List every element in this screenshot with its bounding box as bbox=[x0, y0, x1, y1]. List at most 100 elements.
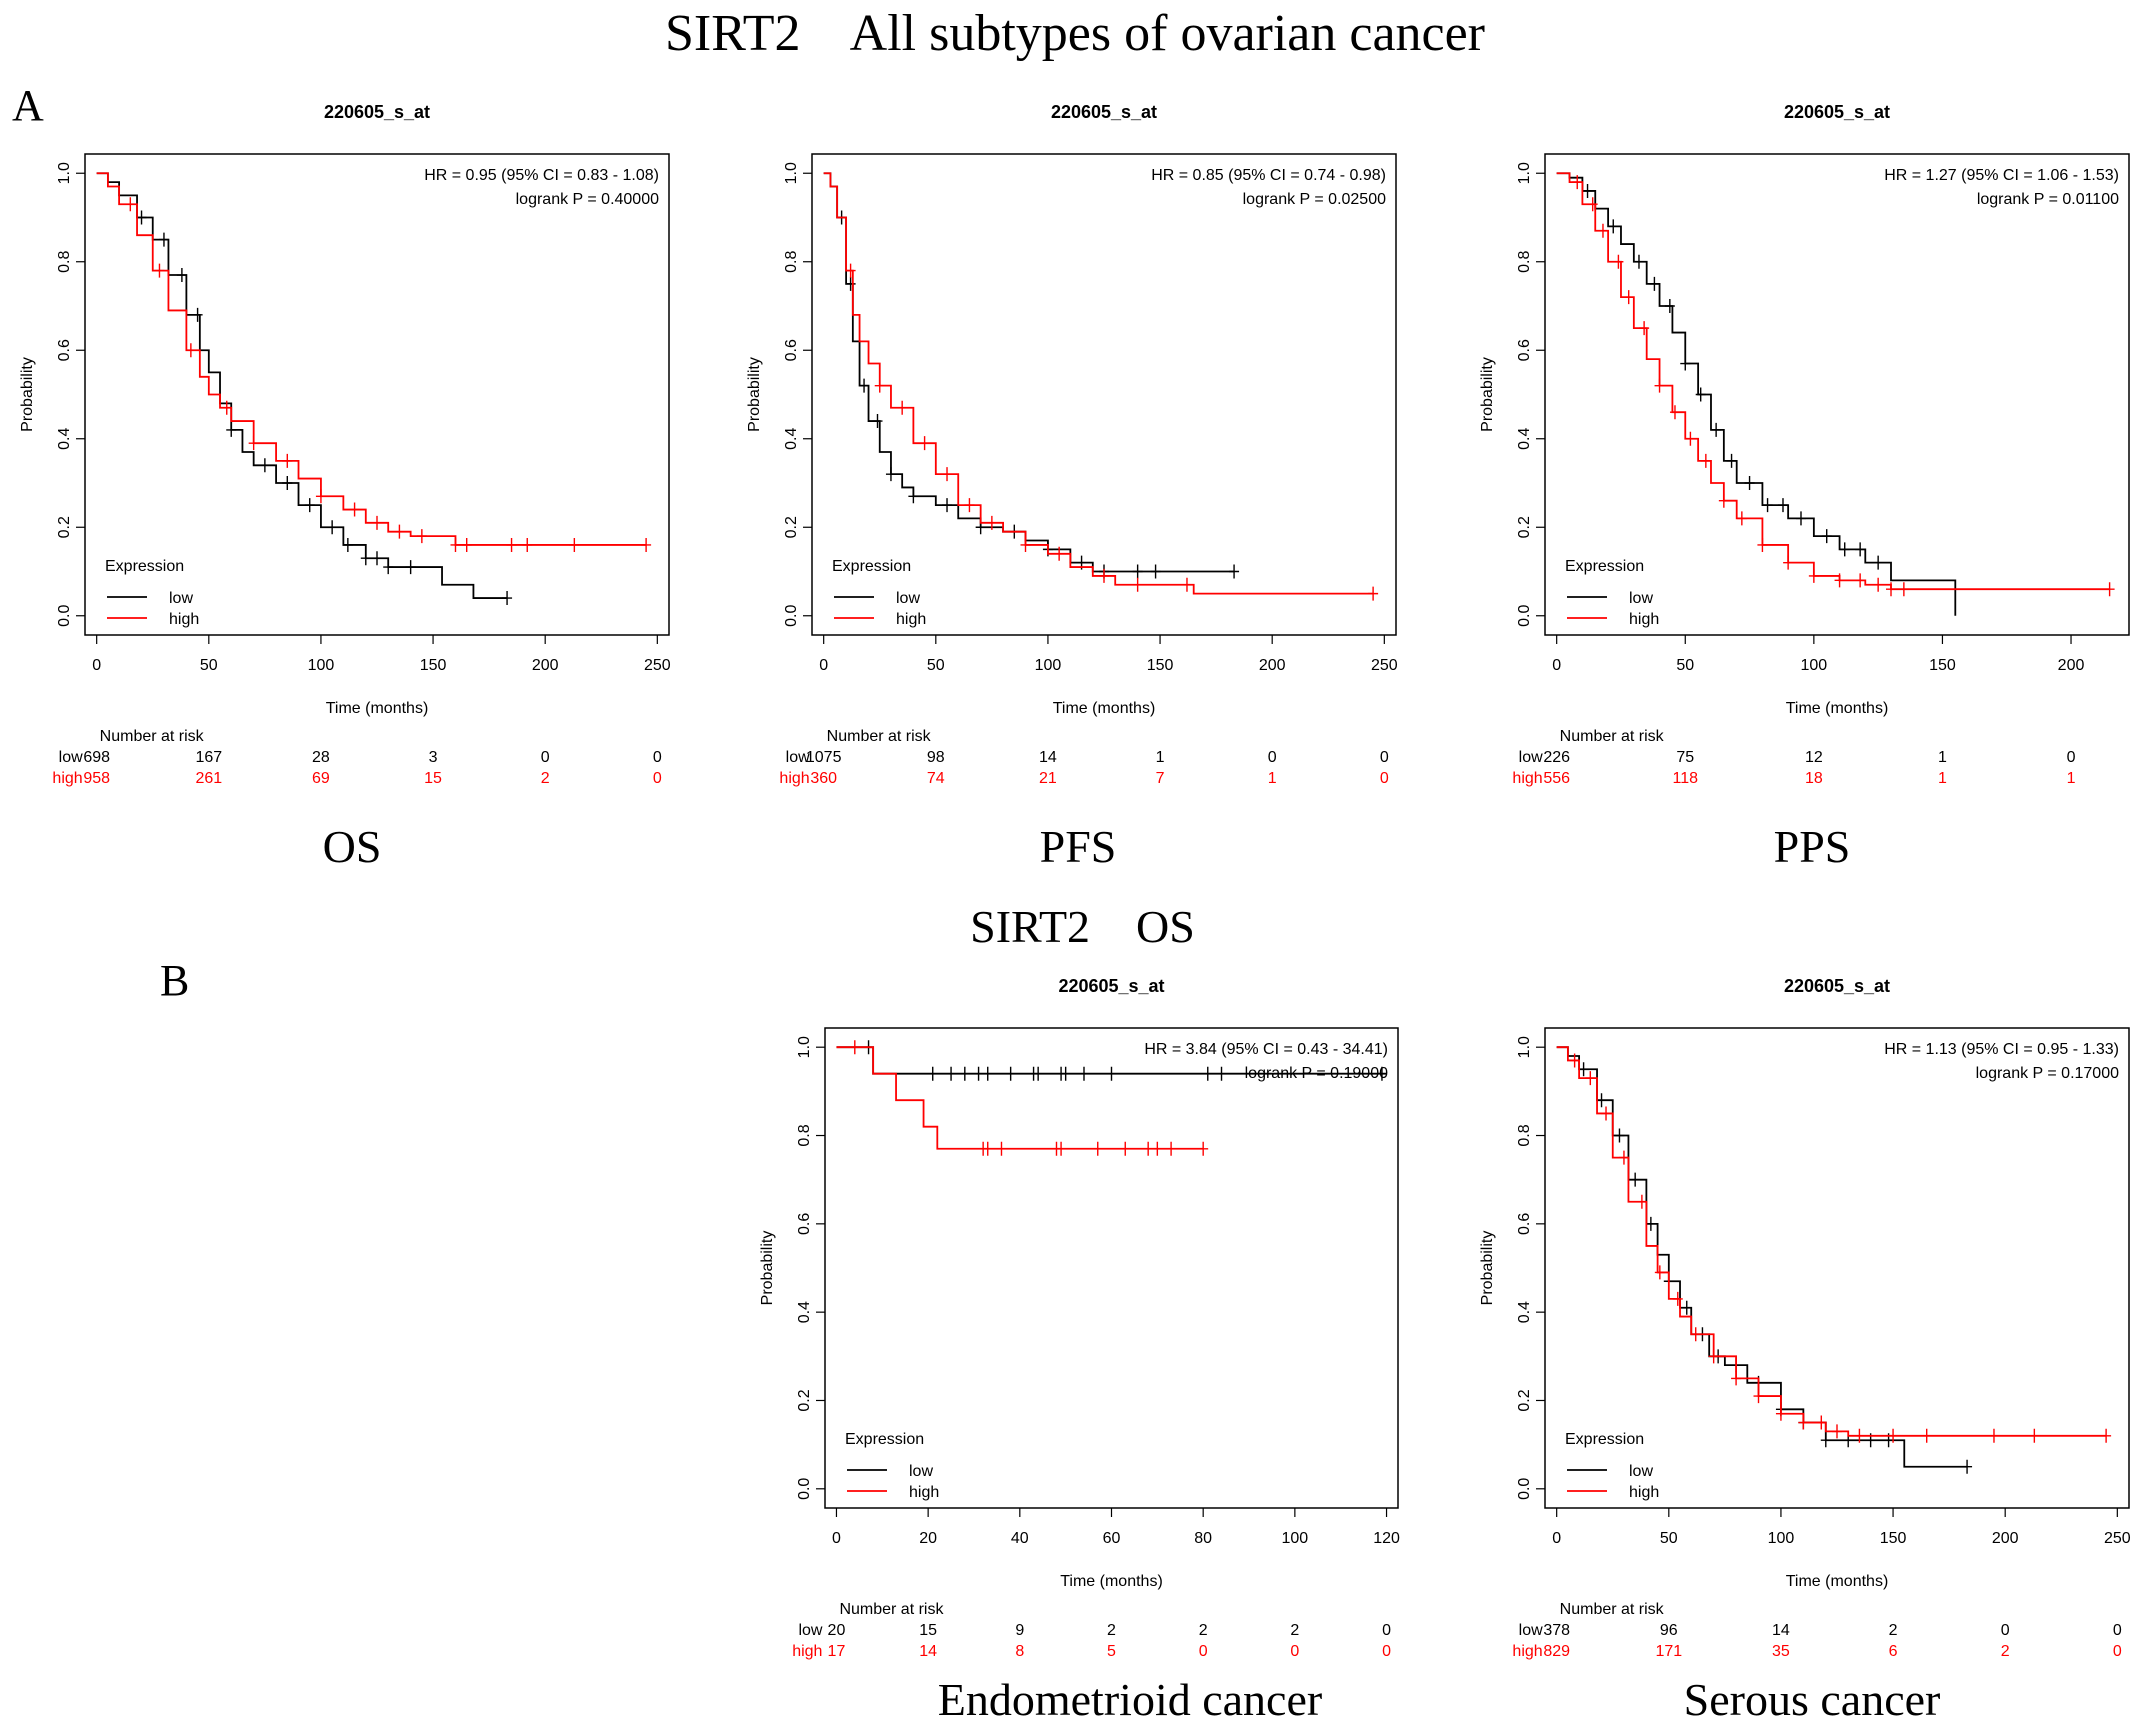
risk-value-high: 2 bbox=[541, 770, 550, 787]
risk-value-low: 9 bbox=[1015, 1622, 1024, 1639]
censor-mark-low bbox=[959, 1066, 970, 1081]
risk-value-low: 14 bbox=[1772, 1622, 1790, 1639]
risk-value-high: 6 bbox=[1889, 1643, 1898, 1660]
legend-label-low: low bbox=[1629, 1463, 1653, 1480]
risk-table-header: Number at risk bbox=[827, 728, 932, 745]
censor-mark-high bbox=[1181, 577, 1192, 592]
censor-mark-low bbox=[1820, 1433, 1831, 1448]
risk-row-label-low: low bbox=[798, 1622, 822, 1639]
censor-mark-high bbox=[1775, 1406, 1786, 1421]
y-tick-label: 0.6 bbox=[796, 1213, 813, 1235]
y-tick-label: 0.0 bbox=[56, 605, 73, 627]
x-tick-label: 0 bbox=[819, 657, 828, 674]
censor-mark-high bbox=[874, 378, 885, 393]
censor-mark-low bbox=[158, 232, 169, 247]
censor-mark-low bbox=[845, 276, 856, 291]
risk-table-header: Number at risk bbox=[100, 728, 205, 745]
censor-mark-low bbox=[1582, 183, 1593, 198]
risk-row-label-low: low bbox=[786, 749, 810, 766]
censor-mark-low bbox=[1150, 564, 1161, 579]
censor-mark-low bbox=[1596, 1093, 1607, 1108]
risk-value-low: 3 bbox=[429, 749, 438, 766]
panel-label-a: A bbox=[12, 81, 44, 130]
y-tick-label: 1.0 bbox=[56, 162, 73, 184]
risk-value-low: 2 bbox=[1107, 1622, 1116, 1639]
y-tick-label: 0.6 bbox=[56, 339, 73, 361]
risk-value-low: 226 bbox=[1543, 749, 1570, 766]
censor-mark-high bbox=[986, 515, 997, 530]
censor-mark-high bbox=[248, 436, 259, 451]
km-curve-high bbox=[823, 172, 1374, 595]
censor-mark-low bbox=[1614, 1128, 1625, 1143]
legend-label-high: high bbox=[169, 611, 199, 628]
y-tick-label: 1.0 bbox=[1516, 1036, 1533, 1058]
censor-mark-high bbox=[506, 537, 517, 552]
censor-mark-low bbox=[405, 560, 416, 575]
censor-mark-high bbox=[1798, 1415, 1809, 1430]
censor-mark-low bbox=[1839, 542, 1850, 557]
logrank-p-text: logrank P = 0.02500 bbox=[1243, 191, 1386, 208]
risk-value-high: 0 bbox=[1380, 770, 1389, 787]
y-tick-label: 0.6 bbox=[783, 339, 800, 361]
x-tick-label: 60 bbox=[1103, 1530, 1121, 1547]
km-curve-high bbox=[836, 1046, 1204, 1150]
km-curve-high bbox=[1556, 172, 2110, 591]
censor-mark-high bbox=[942, 467, 953, 482]
legend-label-low: low bbox=[896, 590, 920, 607]
censor-mark-high bbox=[1669, 405, 1680, 420]
censor-mark-low bbox=[1202, 1066, 1213, 1081]
risk-row-label-low: low bbox=[1519, 749, 1543, 766]
censor-mark-low bbox=[327, 520, 338, 535]
censor-mark-low bbox=[1695, 387, 1706, 402]
y-axis-label: Probability bbox=[19, 357, 36, 432]
risk-value-low: 0 bbox=[1268, 749, 1277, 766]
censor-mark-low bbox=[372, 551, 382, 566]
risk-value-low: 75 bbox=[1676, 749, 1694, 766]
legend-title: Expression bbox=[1565, 558, 1644, 575]
x-tick-label: 250 bbox=[2104, 1530, 2131, 1547]
censor-mark-high bbox=[1718, 493, 1729, 508]
censor-mark-low bbox=[1079, 1066, 1089, 1081]
censor-mark-high bbox=[282, 453, 293, 468]
legend-label-high: high bbox=[896, 611, 926, 628]
y-tick-label: 0.8 bbox=[56, 251, 73, 273]
legend-label-low: low bbox=[1629, 590, 1653, 607]
risk-row-label-low: low bbox=[59, 749, 83, 766]
risk-value-high: 69 bbox=[312, 770, 330, 787]
censor-mark-low bbox=[942, 498, 953, 513]
x-tick-label: 250 bbox=[1371, 657, 1398, 674]
censor-mark-low bbox=[1680, 356, 1691, 371]
chart-title: 220605_s_at bbox=[1051, 102, 1157, 122]
risk-value-low: 1075 bbox=[806, 749, 842, 766]
figure-subtitle-b: SIRT2 OS bbox=[970, 901, 1195, 952]
y-tick-label: 0.2 bbox=[1516, 516, 1533, 538]
x-tick-label: 200 bbox=[1259, 657, 1286, 674]
censor-mark-high bbox=[1572, 175, 1583, 190]
censor-mark-high bbox=[522, 537, 533, 552]
risk-value-high: 0 bbox=[653, 770, 662, 787]
legend-label-high: high bbox=[909, 1484, 939, 1501]
censor-mark-low bbox=[1376, 1066, 1387, 1081]
y-tick-label: 0.0 bbox=[1516, 1478, 1533, 1500]
censor-mark-low bbox=[136, 210, 147, 225]
risk-value-high: 261 bbox=[195, 770, 222, 787]
censor-mark-high bbox=[849, 1040, 860, 1055]
censor-mark-high bbox=[1654, 1265, 1665, 1280]
censor-mark-high bbox=[349, 502, 360, 517]
censor-mark-low bbox=[1777, 498, 1788, 513]
y-tick-label: 0.4 bbox=[1516, 1301, 1533, 1323]
censor-mark-low bbox=[1873, 555, 1884, 570]
censor-mark-high bbox=[1808, 568, 1819, 583]
censor-mark-low bbox=[1726, 453, 1737, 468]
censor-mark-high bbox=[1569, 1053, 1580, 1068]
censor-mark-low bbox=[1229, 564, 1240, 579]
censor-mark-high bbox=[2104, 582, 2115, 597]
risk-value-low: 1 bbox=[1156, 749, 1165, 766]
censor-mark-high bbox=[569, 537, 580, 552]
censor-mark-high bbox=[1623, 290, 1634, 305]
risk-value-high: 7 bbox=[1156, 770, 1165, 787]
censor-mark-high bbox=[996, 1141, 1007, 1156]
censor-mark-high bbox=[1056, 1141, 1067, 1156]
censor-mark-high bbox=[1854, 1428, 1865, 1443]
risk-value-low: 0 bbox=[2067, 749, 2076, 766]
